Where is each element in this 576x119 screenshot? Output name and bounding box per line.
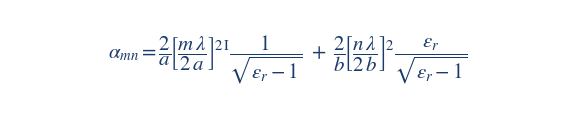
Text: $\alpha_{mn} = \dfrac{2}{a}\!\left[\dfrac{m\,\lambda}{2\,a}\right]^{\!2\,\mathrm: $\alpha_{mn} = \dfrac{2}{a}\!\left[\dfra…: [108, 33, 468, 86]
